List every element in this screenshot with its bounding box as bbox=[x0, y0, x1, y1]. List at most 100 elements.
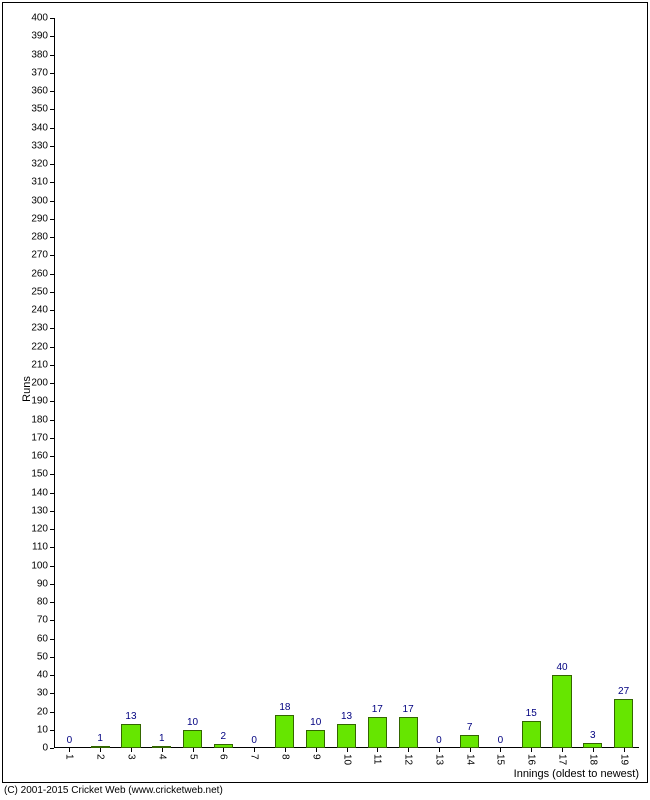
bar-value-label: 7 bbox=[467, 722, 473, 733]
y-tick-label: 230 bbox=[31, 323, 48, 334]
y-tick-label: 360 bbox=[31, 86, 48, 97]
bar bbox=[583, 743, 602, 748]
y-tick-label: 70 bbox=[37, 615, 48, 626]
y-tick-mark bbox=[50, 201, 54, 202]
y-tick-mark bbox=[50, 128, 54, 129]
y-tick-mark bbox=[50, 639, 54, 640]
copyright-text: (C) 2001-2015 Cricket Web (www.cricketwe… bbox=[4, 785, 223, 796]
x-tick-mark bbox=[408, 748, 409, 752]
plot-area bbox=[54, 18, 639, 748]
x-tick-mark bbox=[254, 748, 255, 752]
y-tick-label: 60 bbox=[37, 633, 48, 644]
bar-value-label: 10 bbox=[187, 717, 198, 728]
x-tick-mark bbox=[500, 748, 501, 752]
y-tick-label: 240 bbox=[31, 305, 48, 316]
y-tick-label: 10 bbox=[37, 724, 48, 735]
bar-value-label: 27 bbox=[618, 686, 629, 697]
y-tick-mark bbox=[50, 347, 54, 348]
y-tick-mark bbox=[50, 693, 54, 694]
bar bbox=[368, 717, 387, 748]
x-tick-mark bbox=[470, 748, 471, 752]
x-tick-label: 12 bbox=[403, 754, 414, 765]
x-tick-label: 18 bbox=[587, 754, 598, 765]
x-tick-mark bbox=[347, 748, 348, 752]
y-tick-mark bbox=[50, 493, 54, 494]
y-tick-label: 20 bbox=[37, 706, 48, 717]
y-tick-mark bbox=[50, 456, 54, 457]
y-tick-label: 180 bbox=[31, 414, 48, 425]
y-tick-mark bbox=[50, 620, 54, 621]
y-tick-label: 0 bbox=[42, 743, 48, 754]
x-tick-mark bbox=[131, 748, 132, 752]
y-tick-label: 170 bbox=[31, 432, 48, 443]
y-tick-mark bbox=[50, 438, 54, 439]
x-tick-mark bbox=[100, 748, 101, 752]
y-tick-mark bbox=[50, 109, 54, 110]
y-tick-label: 380 bbox=[31, 49, 48, 60]
x-tick-label: 10 bbox=[341, 754, 352, 765]
bar bbox=[614, 699, 633, 748]
bar-value-label: 2 bbox=[221, 731, 227, 742]
x-tick-label: 6 bbox=[218, 754, 229, 760]
y-tick-label: 390 bbox=[31, 31, 48, 42]
y-tick-mark bbox=[50, 547, 54, 548]
y-tick-label: 30 bbox=[37, 688, 48, 699]
y-tick-label: 50 bbox=[37, 651, 48, 662]
y-tick-label: 280 bbox=[31, 232, 48, 243]
y-tick-label: 120 bbox=[31, 524, 48, 535]
y-tick-mark bbox=[50, 383, 54, 384]
y-tick-mark bbox=[50, 748, 54, 749]
y-tick-mark bbox=[50, 237, 54, 238]
y-tick-label: 110 bbox=[32, 542, 48, 553]
bar bbox=[552, 675, 571, 748]
bar-value-label: 0 bbox=[251, 735, 257, 746]
bar-value-label: 13 bbox=[341, 711, 352, 722]
y-tick-mark bbox=[50, 511, 54, 512]
x-tick-label: 4 bbox=[156, 754, 167, 760]
x-tick-mark bbox=[377, 748, 378, 752]
y-tick-label: 130 bbox=[31, 505, 48, 516]
x-tick-mark bbox=[223, 748, 224, 752]
x-tick-label: 19 bbox=[618, 754, 629, 765]
bar-value-label: 10 bbox=[310, 717, 321, 728]
y-tick-mark bbox=[50, 55, 54, 56]
y-tick-mark bbox=[50, 73, 54, 74]
y-tick-mark bbox=[50, 712, 54, 713]
y-tick-mark bbox=[50, 182, 54, 183]
bar bbox=[91, 746, 110, 748]
bar-value-label: 17 bbox=[372, 704, 383, 715]
bar-value-label: 3 bbox=[590, 730, 596, 741]
x-tick-label: 11 bbox=[372, 754, 383, 764]
y-tick-label: 250 bbox=[31, 286, 48, 297]
x-tick-mark bbox=[531, 748, 532, 752]
y-tick-label: 330 bbox=[31, 140, 48, 151]
y-tick-mark bbox=[50, 474, 54, 475]
x-tick-mark bbox=[439, 748, 440, 752]
bar bbox=[337, 724, 356, 748]
y-tick-mark bbox=[50, 420, 54, 421]
x-tick-mark bbox=[593, 748, 594, 752]
y-tick-label: 80 bbox=[37, 597, 48, 608]
y-tick-mark bbox=[50, 584, 54, 585]
x-tick-label: 7 bbox=[249, 754, 260, 760]
x-tick-label: 17 bbox=[557, 754, 568, 765]
y-tick-mark bbox=[50, 219, 54, 220]
bar-value-label: 17 bbox=[403, 704, 414, 715]
bar bbox=[399, 717, 418, 748]
bar bbox=[152, 746, 171, 748]
y-tick-label: 140 bbox=[31, 487, 48, 498]
y-tick-label: 370 bbox=[31, 67, 48, 78]
x-tick-mark bbox=[193, 748, 194, 752]
y-axis-label: Runs bbox=[21, 376, 33, 402]
x-tick-mark bbox=[69, 748, 70, 752]
x-tick-label: 8 bbox=[279, 754, 290, 760]
x-tick-label: 15 bbox=[495, 754, 506, 765]
y-tick-label: 400 bbox=[31, 13, 48, 24]
y-tick-mark bbox=[50, 602, 54, 603]
bar-value-label: 13 bbox=[125, 711, 136, 722]
y-tick-label: 90 bbox=[37, 578, 48, 589]
x-tick-mark bbox=[316, 748, 317, 752]
bar-value-label: 1 bbox=[159, 733, 165, 744]
y-tick-label: 190 bbox=[31, 396, 48, 407]
y-tick-mark bbox=[50, 146, 54, 147]
